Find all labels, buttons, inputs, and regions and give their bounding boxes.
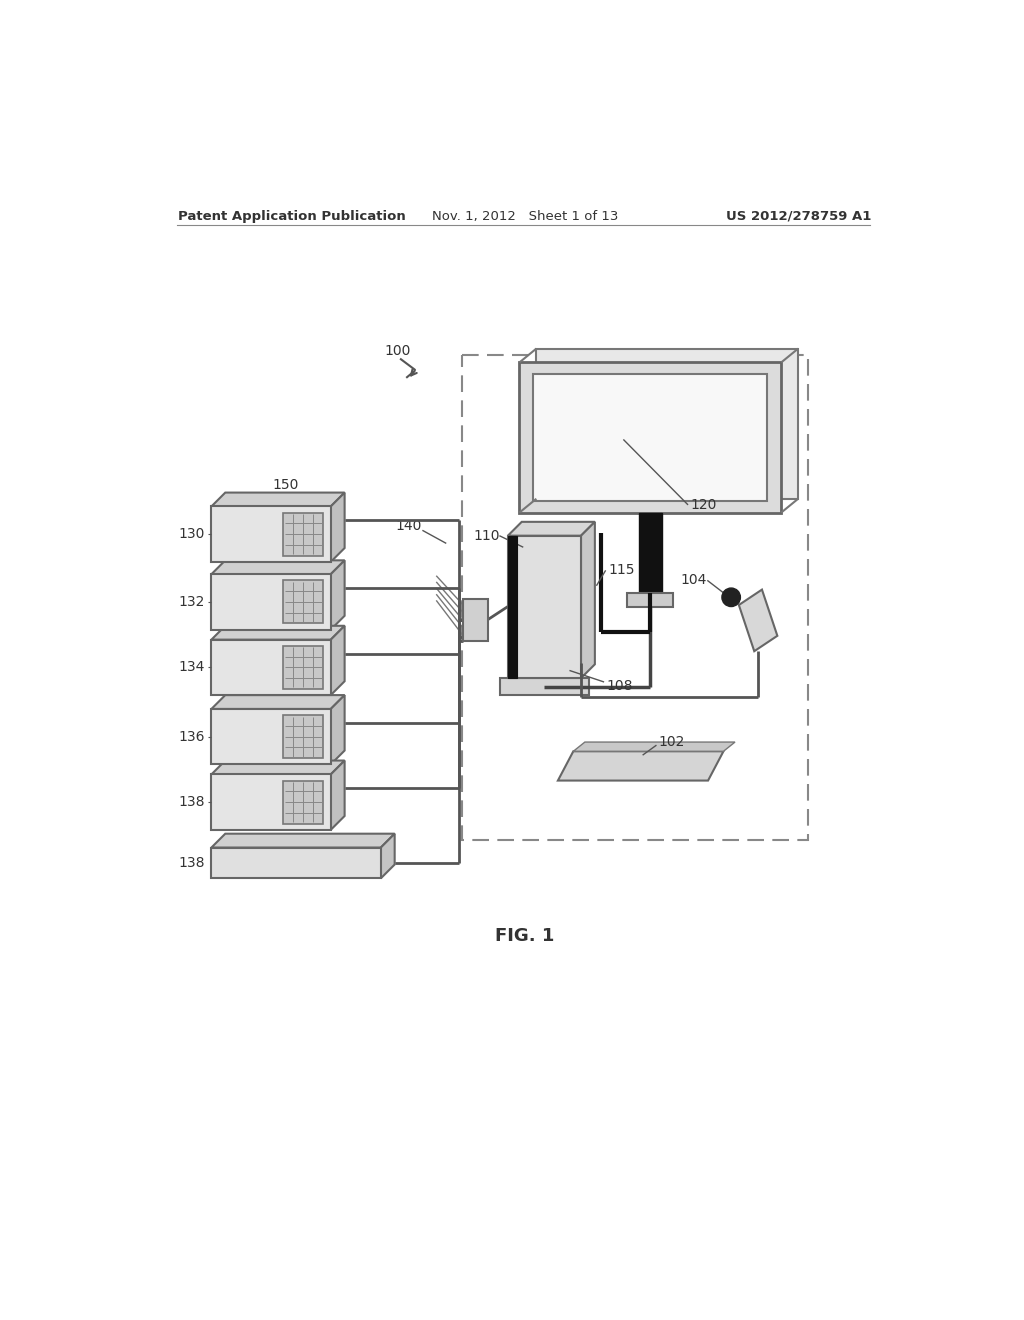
Text: 130: 130: [179, 527, 205, 541]
Polygon shape: [331, 760, 345, 830]
Bar: [639, 512, 662, 594]
Text: Nov. 1, 2012   Sheet 1 of 13: Nov. 1, 2012 Sheet 1 of 13: [431, 210, 618, 223]
Text: 104: 104: [680, 573, 707, 587]
Polygon shape: [581, 521, 595, 678]
Bar: [211, 640, 331, 696]
Bar: [283, 581, 323, 623]
Text: Patent Application Publication: Patent Application Publication: [178, 210, 407, 223]
Text: 136: 136: [179, 730, 205, 743]
Polygon shape: [211, 696, 345, 709]
Polygon shape: [331, 696, 345, 764]
Text: 120: 120: [690, 498, 717, 512]
Bar: [211, 709, 331, 764]
Polygon shape: [331, 492, 345, 562]
Bar: [211, 507, 331, 562]
Text: 132: 132: [179, 595, 205, 609]
Bar: [628, 594, 674, 607]
Text: 102: 102: [658, 735, 684, 748]
Polygon shape: [558, 751, 724, 780]
Bar: [500, 678, 589, 696]
Bar: [283, 780, 323, 824]
Text: 110: 110: [474, 529, 500, 543]
Bar: [508, 536, 517, 678]
Text: 115: 115: [608, 564, 635, 577]
Text: FIG. 1: FIG. 1: [496, 927, 554, 945]
Text: 150: 150: [273, 478, 299, 492]
Polygon shape: [331, 560, 345, 630]
Polygon shape: [211, 760, 345, 775]
Polygon shape: [381, 834, 394, 878]
Polygon shape: [331, 626, 345, 696]
Bar: [283, 512, 323, 556]
Text: 100: 100: [385, 345, 411, 358]
Text: 138: 138: [179, 795, 205, 809]
Text: 134: 134: [179, 660, 205, 675]
Text: US 2012/278759 A1: US 2012/278759 A1: [726, 210, 871, 223]
Bar: [508, 536, 581, 678]
Bar: [211, 775, 331, 830]
Bar: [283, 645, 323, 689]
Circle shape: [722, 589, 740, 607]
Polygon shape: [211, 834, 394, 847]
Polygon shape: [573, 742, 735, 751]
Bar: [463, 599, 487, 642]
Polygon shape: [211, 492, 345, 507]
Polygon shape: [508, 521, 595, 536]
Polygon shape: [739, 590, 777, 651]
Text: 138: 138: [179, 855, 205, 870]
Bar: [211, 574, 331, 630]
Bar: [519, 363, 781, 512]
Text: 108: 108: [606, 678, 633, 693]
Bar: [283, 715, 323, 758]
Bar: [211, 847, 381, 878]
Polygon shape: [211, 560, 345, 574]
Text: 140: 140: [395, 520, 422, 533]
Polygon shape: [537, 348, 798, 499]
Polygon shape: [211, 626, 345, 640]
Bar: [534, 374, 767, 502]
Bar: [462, 355, 808, 840]
